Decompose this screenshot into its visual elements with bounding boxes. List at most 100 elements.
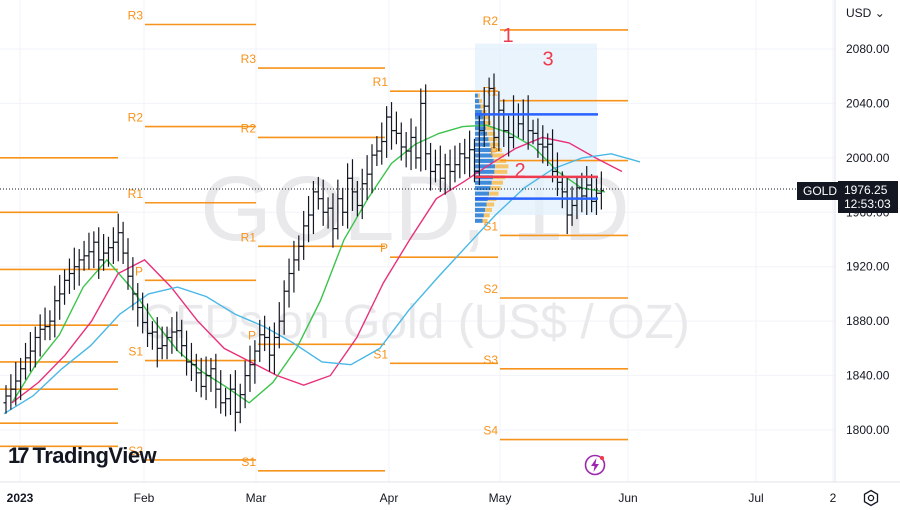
volume-bar-up	[475, 158, 494, 163]
volume-bar-up	[475, 131, 488, 136]
time-tick-label: Mar	[246, 491, 267, 505]
volume-bar-down	[477, 93, 480, 98]
tradingview-logo-text: TradingView	[32, 443, 157, 468]
volume-bar-up	[475, 164, 496, 169]
volume-bar-up	[475, 218, 483, 223]
volume-bar-up	[475, 137, 489, 142]
tradingview-logo-icon: 17	[8, 443, 30, 468]
volume-bar-up	[475, 99, 480, 104]
pivot-label: P	[490, 145, 498, 159]
pivot-label: S1	[241, 455, 256, 469]
chevron-down-icon: ⌄	[874, 6, 885, 20]
volume-bar-down	[490, 186, 501, 191]
volume-bar-down	[491, 148, 502, 153]
gear-icon[interactable]	[862, 489, 880, 507]
volume-bar-up	[475, 169, 495, 174]
volume-bar-up	[475, 93, 478, 98]
volume-bar-up	[475, 202, 487, 207]
lightning-icon[interactable]	[584, 454, 606, 476]
pivot-label: P	[135, 264, 143, 278]
volume-bar-down	[482, 218, 488, 223]
volume-bar-up	[475, 180, 492, 185]
pivot-label: R2	[241, 121, 257, 135]
moving-average-line	[3, 153, 641, 415]
volume-bar-down	[479, 99, 483, 104]
price-tick-label: 1880.00	[846, 314, 890, 328]
volume-bar-up	[475, 126, 486, 131]
price-tick-label: 2000.00	[846, 151, 890, 165]
price-tick-label: 2040.00	[846, 96, 890, 110]
volume-bar-down	[485, 207, 492, 212]
chart-grid	[0, 0, 835, 482]
pivot-label: R2	[128, 111, 144, 125]
volume-bar-down	[486, 202, 495, 207]
pivot-label: R1	[483, 85, 499, 99]
volume-bar-down	[489, 142, 500, 147]
volume-bar-up	[475, 191, 490, 196]
time-tick-label: Jul	[748, 491, 763, 505]
pivot-label: S1	[128, 345, 143, 359]
time-axis[interactable]: 2023 Feb Mar Apr May Jun Jul 2	[7, 491, 837, 505]
volume-bar-up	[475, 104, 481, 109]
currency-label: USD	[846, 6, 872, 20]
tradingview-logo[interactable]: 17 TradingView	[8, 442, 157, 470]
volume-bar-down	[488, 137, 498, 142]
pivot-label: S3	[483, 353, 498, 367]
volume-bar-down	[494, 169, 508, 174]
volume-bar-down	[483, 213, 490, 218]
price-bars	[3, 73, 604, 432]
pivot-label: R2	[483, 14, 499, 28]
pivot-label: R1	[241, 230, 257, 244]
volume-bar-down	[480, 104, 485, 109]
current-price-value: 1976.25	[844, 183, 888, 197]
volume-bar-up	[475, 207, 486, 212]
volume-bar-up	[475, 213, 484, 218]
pivot-label: S1	[373, 347, 388, 361]
volume-bar-down	[485, 126, 494, 131]
symbol-price-tag: GOLD	[797, 182, 844, 200]
volume-bar-up	[475, 186, 491, 191]
volume-bar-up	[475, 109, 482, 114]
key-levels	[475, 113, 598, 200]
time-tick-label: 2	[830, 491, 837, 505]
time-tick-label: 2023	[7, 491, 34, 505]
annotation-label: 2	[514, 160, 525, 182]
current-price-tag: 1976.25 12:53:03	[838, 181, 898, 213]
time-tick-label: Apr	[380, 491, 399, 505]
volume-bar-down	[491, 180, 503, 185]
watermark-description: CFDs on Gold (US$ / OZ)	[140, 296, 689, 349]
price-tick-label: 1920.00	[846, 260, 890, 274]
pivot-label: S1	[483, 219, 498, 233]
time-tick-label: May	[489, 491, 512, 505]
time-tick-label: Feb	[134, 491, 155, 505]
bar-countdown: 12:53:03	[844, 197, 891, 211]
price-axis[interactable]: 2080.002040.002000.001960.001920.001880.…	[846, 42, 890, 437]
price-tick-label: 1840.00	[846, 369, 890, 383]
volume-bar-down	[483, 115, 489, 120]
pivot-label: P	[248, 328, 256, 342]
volume-bar-down	[492, 153, 505, 158]
moving-average-line	[11, 124, 606, 404]
volume-bar-down	[484, 120, 491, 125]
volume-bar-up	[475, 153, 493, 158]
currency-selector[interactable]: USD ⌄	[846, 6, 885, 20]
pivot-label: R3	[241, 52, 257, 66]
pivot-label: S2	[483, 282, 498, 296]
pivot-label: R3	[128, 9, 144, 23]
pivot-label: S4	[483, 424, 498, 438]
pivot-label: R1	[128, 187, 144, 201]
volume-bar-down	[489, 191, 499, 196]
annotation-label: 3	[542, 48, 553, 70]
pivot-label: P	[380, 241, 388, 255]
volume-bar-up	[475, 148, 492, 153]
moving-averages	[3, 124, 641, 415]
volume-bar-up	[475, 142, 490, 147]
pivot-label: S2	[128, 444, 143, 458]
pivot-label: R1	[373, 75, 389, 89]
volume-bar-down	[487, 131, 496, 136]
moving-average-line	[11, 136, 623, 404]
volume-bar-down	[495, 164, 509, 169]
annotations: 1 3 2	[502, 25, 553, 182]
price-tick-label: 2080.00	[846, 42, 890, 56]
